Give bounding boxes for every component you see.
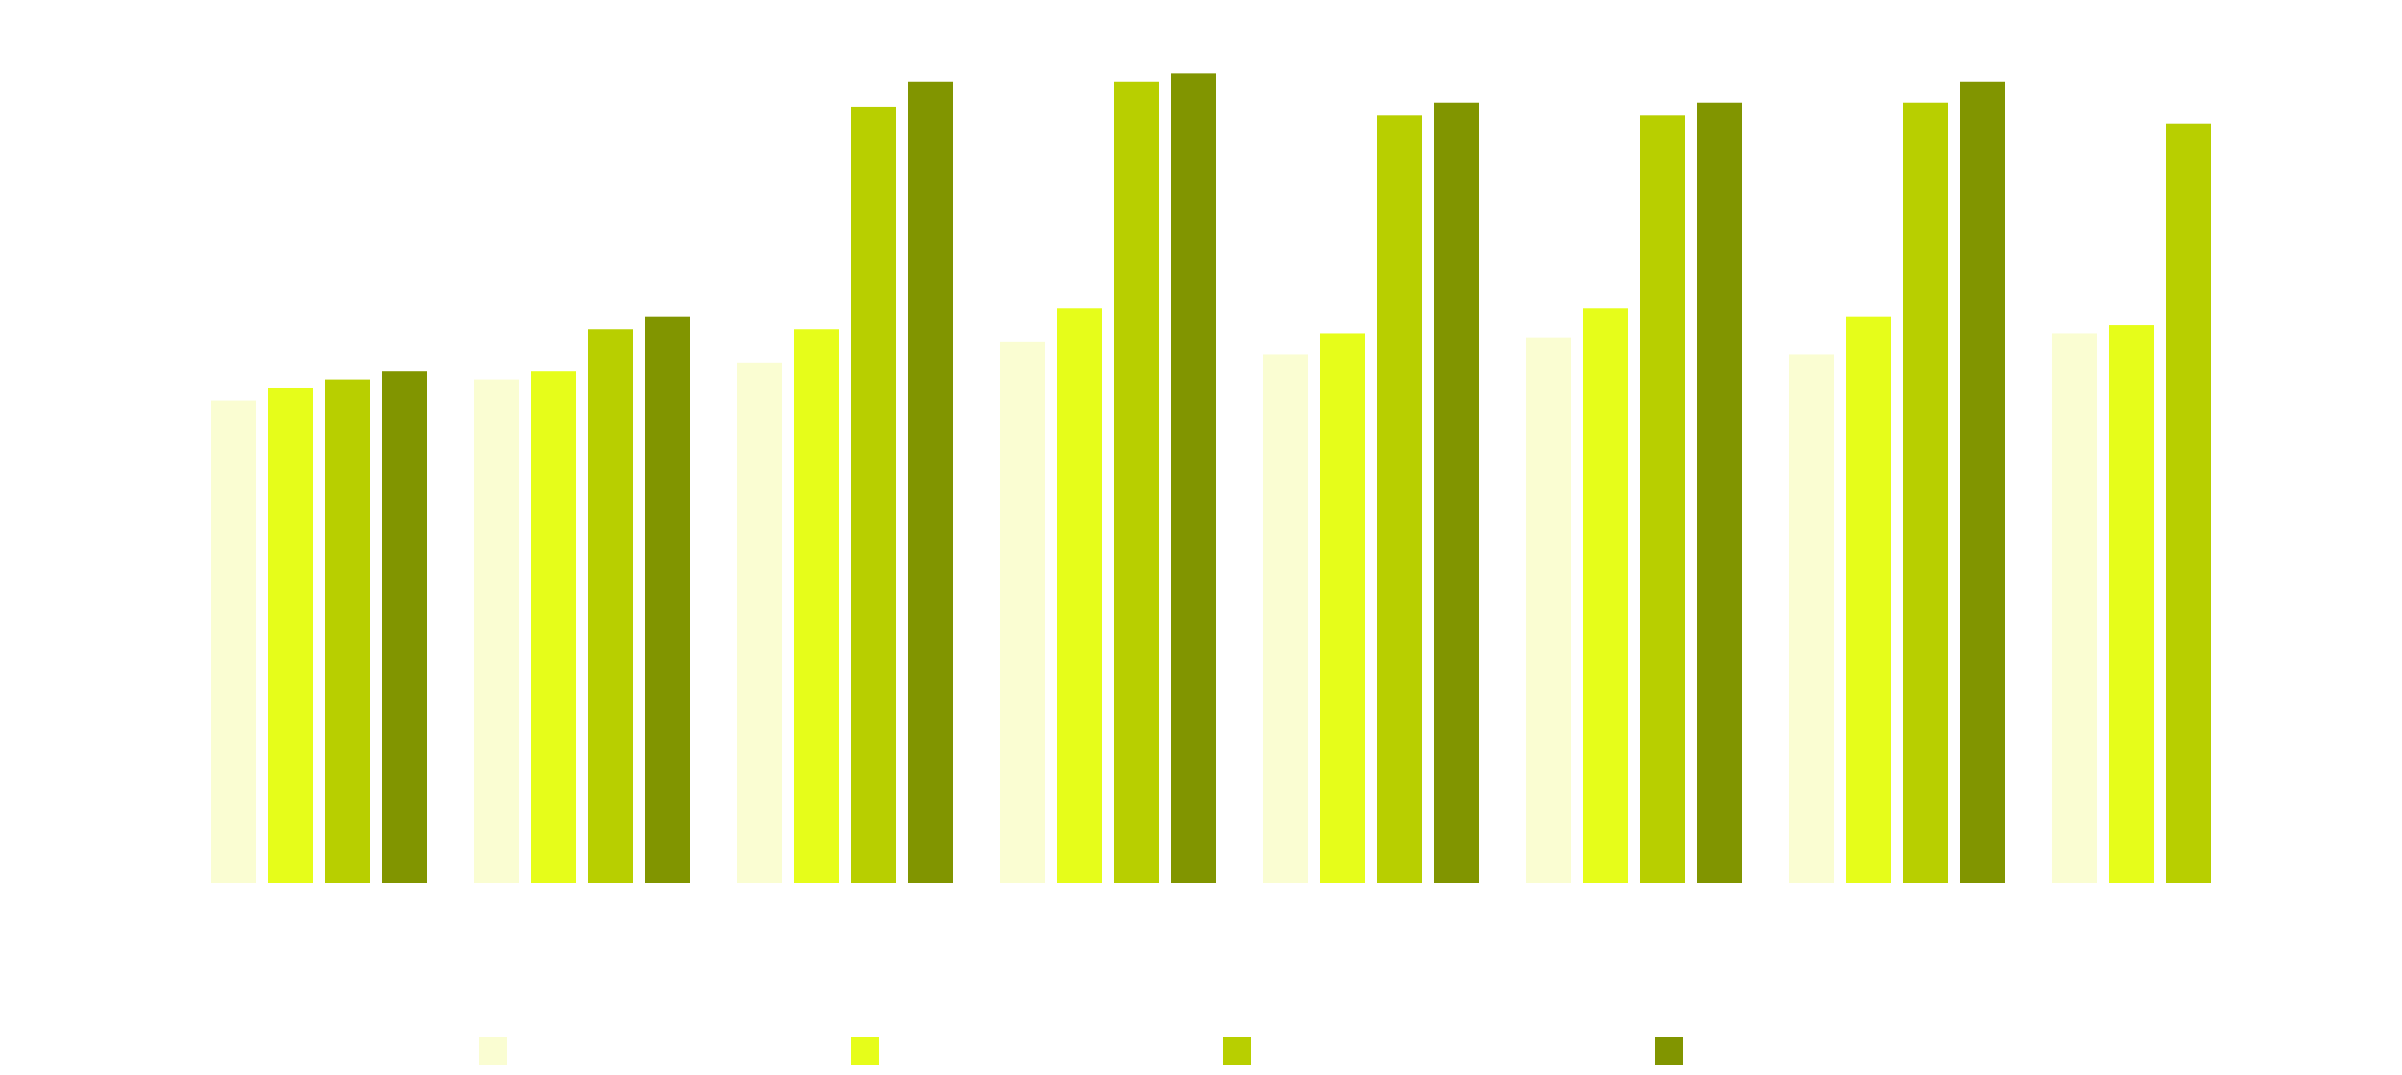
- bar-group3-series3: [851, 106, 896, 884]
- bars-layer: [211, 73, 2211, 884]
- bar-group6-series4: [1697, 102, 1742, 884]
- bar-group1-series2: [268, 387, 313, 883]
- bar-group7-series4: [1960, 81, 2005, 883]
- bar-group2-series4: [645, 316, 690, 883]
- bar-group5-series2: [1320, 333, 1365, 884]
- bar-group7-series2: [1846, 316, 1891, 883]
- bar-group8-series2: [2109, 325, 2154, 883]
- bar-group1-series3: [325, 379, 370, 883]
- bar-group2-series1: [474, 379, 519, 883]
- bar-group1-series1: [211, 400, 256, 883]
- bar-group3-series4: [908, 81, 953, 883]
- bar-group2-series3: [588, 329, 633, 883]
- bar-group2-series2: [531, 371, 576, 883]
- bar-group5-series4: [1434, 102, 1479, 884]
- bar-group7-series1: [1789, 354, 1834, 883]
- bar-group4-series1: [1000, 341, 1045, 884]
- bar-group1-series4: [382, 371, 427, 883]
- bar-group4-series4: [1171, 73, 1216, 884]
- legend: [479, 1037, 1683, 1065]
- bar-group7-series3: [1903, 102, 1948, 884]
- bar-group4-series2: [1057, 308, 1102, 883]
- legend-swatch-series2: [851, 1037, 879, 1065]
- legend-swatch-series3: [1223, 1037, 1251, 1065]
- bar-group3-series2: [794, 329, 839, 883]
- bar-group6-series2: [1583, 308, 1628, 883]
- bar-group6-series3: [1640, 115, 1685, 883]
- bar-group5-series3: [1377, 115, 1422, 883]
- bar-group8-series1: [2052, 333, 2097, 884]
- bar-group8-series3: [2166, 123, 2211, 883]
- bar-group3-series1: [737, 362, 782, 883]
- bar-group5-series1: [1263, 354, 1308, 883]
- legend-swatch-series1: [479, 1037, 507, 1065]
- bar-group6-series1: [1526, 337, 1571, 883]
- legend-swatch-series4: [1655, 1037, 1683, 1065]
- bar-group4-series3: [1114, 81, 1159, 883]
